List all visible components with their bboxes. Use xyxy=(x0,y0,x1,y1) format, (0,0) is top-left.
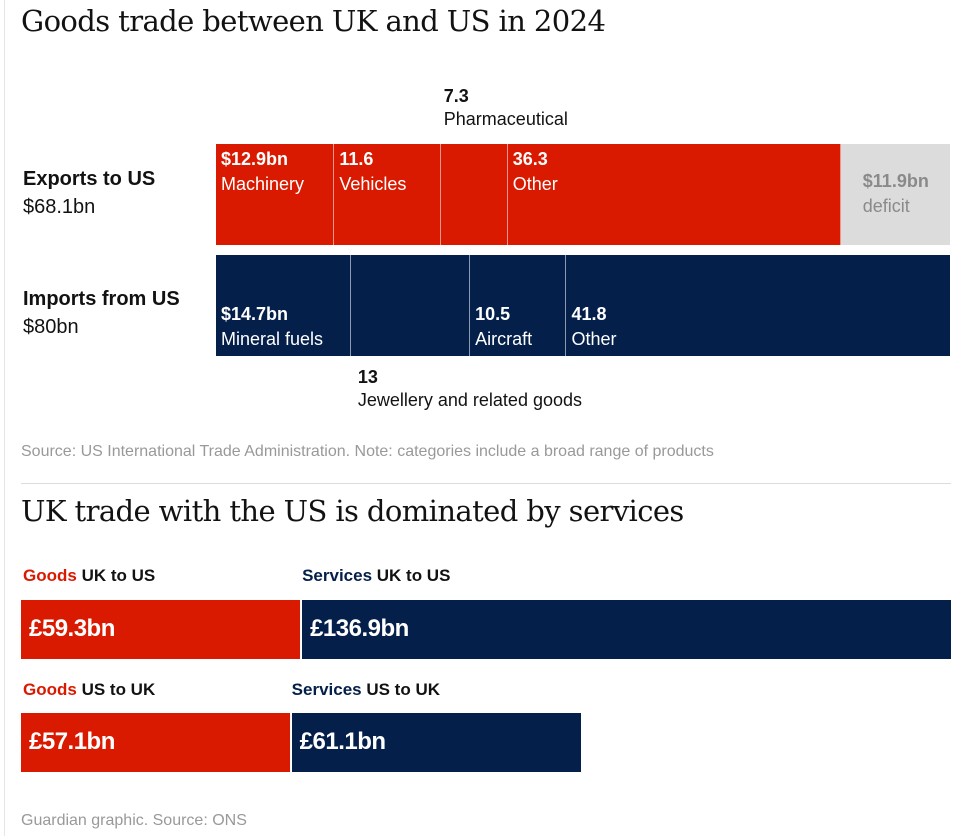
export-segment-other: 36.3 Other xyxy=(507,144,841,245)
chart-1-source-note: Source: US International Trade Administr… xyxy=(21,443,714,460)
segment-value-label: $12.9bn xyxy=(221,149,289,169)
segment-category-label: Machinery xyxy=(221,174,305,194)
exports-row-name: Exports to US xyxy=(23,168,156,190)
segment-value-label: $14.7bn xyxy=(221,304,289,324)
export-segment-vehicles: 11.6 Vehicles xyxy=(334,144,441,245)
segment-value-label: 41.8 xyxy=(571,304,607,324)
bar-value-label: £61.1bn xyxy=(299,728,386,755)
segment-category-label: Other xyxy=(571,329,617,349)
trade-direction: US to UK xyxy=(361,680,440,699)
segment-category-label: Aircraft xyxy=(475,329,533,349)
services-us-to-uk-bar: £61.1bn xyxy=(291,713,582,772)
import-segment-mineral-fuels: $14.7bn Mineral fuels xyxy=(216,255,351,356)
section-divider xyxy=(21,483,951,484)
page-rule xyxy=(4,0,5,836)
chart-2-source-note: Guardian graphic. Source: ONS xyxy=(21,812,247,829)
exports-row-title: Exports to US $68.1bn xyxy=(23,167,155,219)
segment-value-label: $11.9bn xyxy=(862,171,929,191)
segment-value-label: 36.3 xyxy=(512,149,548,169)
jewellery-label: 13 Jewellery and related goods xyxy=(358,366,582,412)
pharmaceutical-label: 7.3 Pharmaceutical xyxy=(444,85,568,131)
services-uk-to-us-bar: £136.9bn xyxy=(302,600,951,659)
exports-bar: $12.9bn Machinery 11.6 Vehicles 36.3 Other $11… xyxy=(216,144,950,245)
segment-category-label: deficit xyxy=(862,196,910,216)
segment-category-label: Mineral fuels xyxy=(221,329,324,349)
bar-value-label: £57.1bn xyxy=(29,728,115,755)
export-segment-pharmaceutical xyxy=(440,144,508,245)
bar-value-label: £136.9bn xyxy=(310,615,409,642)
pharmaceutical-value: 7.3 xyxy=(443,86,469,106)
segment-category-label: Vehicles xyxy=(339,174,407,194)
chart-1-title: Goods trade between UK and US in 2024 xyxy=(21,4,606,38)
imports-row-title: Imports from US $80bn xyxy=(23,287,180,339)
trade-direction: US to UK xyxy=(76,680,156,699)
services-uk-to-us-label: Services UK to US xyxy=(302,566,450,586)
goods-uk-to-us-label: Goods UK to US xyxy=(23,566,155,586)
goods-us-to-uk-bar: £57.1bn xyxy=(21,713,290,772)
export-segment-deficit: $11.9bn deficit xyxy=(840,144,950,245)
import-segment-other: 41.8 Other xyxy=(566,255,950,356)
imports-row-total: $80bn xyxy=(23,316,79,338)
pharmaceutical-category: Pharmaceutical xyxy=(443,109,568,129)
imports-row-name: Imports from US xyxy=(23,288,180,310)
jewellery-value: 13 xyxy=(357,367,378,387)
trade-kind: Goods xyxy=(23,680,77,699)
trade-direction: UK to US xyxy=(372,566,451,585)
import-segment-jewellery-and-related-goods xyxy=(350,255,471,356)
segment-category-label: Other xyxy=(512,174,558,194)
goods-uk-to-us-bar: £59.3bn xyxy=(21,600,301,659)
import-segment-aircraft: 10.5 Aircraft xyxy=(470,255,567,356)
chart-2-title: UK trade with the US is dominated by ser… xyxy=(21,494,684,528)
segment-value-label: 11.6 xyxy=(339,149,374,169)
bar-value-label: £59.3bn xyxy=(29,615,115,642)
services-us-to-uk-label: Services US to UK xyxy=(292,680,440,700)
trade-kind: Services xyxy=(302,566,373,585)
trade-kind: Services xyxy=(291,680,362,699)
segment-value-label: 10.5 xyxy=(475,304,511,324)
trade-kind: Goods xyxy=(23,566,77,585)
imports-bar: $14.7bn Mineral fuels 10.5 Aircraft 41.8 Othe… xyxy=(216,255,950,356)
jewellery-category: Jewellery and related goods xyxy=(357,390,582,410)
exports-row-total: $68.1bn xyxy=(23,196,96,218)
export-segment-machinery: $12.9bn Machinery xyxy=(216,144,335,245)
goods-us-to-uk-label: Goods US to UK xyxy=(23,680,155,700)
trade-direction: UK to US xyxy=(76,566,156,585)
